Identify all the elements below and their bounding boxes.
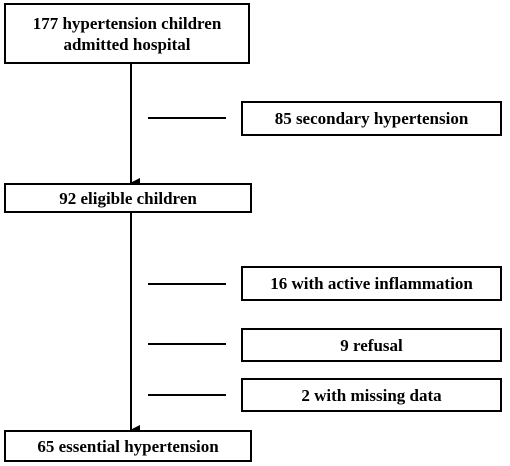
missing-data-box: 2 with missing data [241,378,502,412]
active-inflammation-box: 16 with active inflammation [241,266,502,301]
start-box-line1: 177 hypertension children [32,13,222,33]
start-box-line2: admitted hospital [63,34,191,54]
refusal-box: 9 refusal [241,328,502,362]
secondary-hypertension-box: 85 secondary hypertension [241,101,502,136]
eligible-box: 92 eligible children [4,183,252,213]
final-box: 65 essential hypertension [4,430,252,462]
start-box: 177 hypertension children admitted hospi… [4,3,250,64]
